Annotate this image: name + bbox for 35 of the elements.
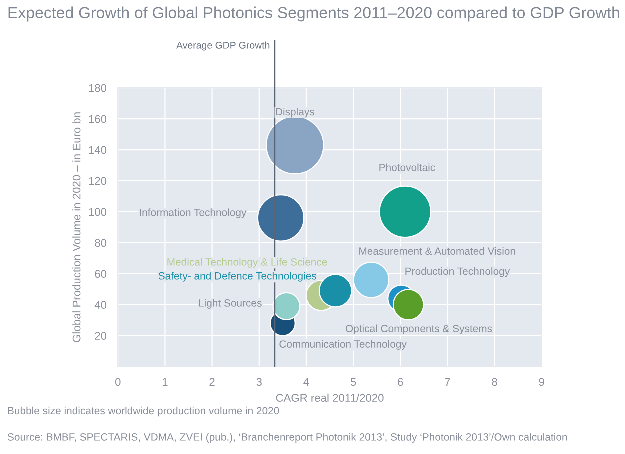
- series-label: Safety- and Defence Technologies: [158, 272, 316, 282]
- x-tick-label: 9: [539, 378, 544, 386]
- y-tick-label: 40: [94, 301, 107, 310]
- chart-title: Expected Growth of Global Photonics Segments 2011–2020 compared to GDP Growth: [8, 6, 620, 22]
- x-tick-label: 4: [304, 378, 310, 386]
- series-label: Photovoltaic: [380, 164, 436, 172]
- y-tick-label: 180: [89, 84, 107, 92]
- series-label: Measurement & Automated Vision: [360, 247, 516, 256]
- x-axis-title: CAGR real 2011/2020: [276, 394, 384, 402]
- y-tick-label: 160: [89, 115, 107, 124]
- y-tick-label: 60: [95, 270, 107, 278]
- series-label: Displays: [276, 108, 314, 118]
- x-tick-label: 5: [350, 378, 356, 386]
- y-tick-label: 120: [89, 177, 107, 186]
- x-tick-label: 1: [162, 378, 168, 386]
- series-label: Optical Components & Systems: [346, 324, 492, 335]
- x-tick-label: 7: [445, 378, 450, 386]
- series-label: Production Technology: [406, 268, 510, 278]
- source-note: Source: BMBF, SPECTARIS, VDMA, ZVEI (pub.), ‘Branchenreport Photonik 2013’, Study ‘Photonik 2013’/Own calculation: [8, 433, 568, 443]
- x-tick-label: 3: [256, 378, 262, 386]
- x-tick-label: 6: [398, 378, 404, 386]
- y-tick-label: 140: [89, 146, 107, 154]
- series-label: Information Technology: [140, 208, 247, 218]
- x-tick-label: 0: [115, 378, 121, 386]
- series-label: Communication Technology: [280, 340, 407, 350]
- y-tick-label: 80: [95, 239, 107, 248]
- text: Bubble size indicates worldwide production volume in 2020: [8, 406, 280, 417]
- y-tick-label: 100: [89, 208, 107, 216]
- series-label: Light Sources: [199, 299, 262, 309]
- x-tick-label: 8: [492, 378, 498, 386]
- x-tick-label: 2: [210, 378, 215, 386]
- y-tick-label: 20: [95, 332, 107, 340]
- ref-line-label: Average GDP Growth: [176, 42, 270, 51]
- y-axis-title: Global Production Volume in 2020 – in Euro bn: [72, 112, 81, 342]
- series-label: Medical Technology & Life Science: [168, 258, 328, 268]
